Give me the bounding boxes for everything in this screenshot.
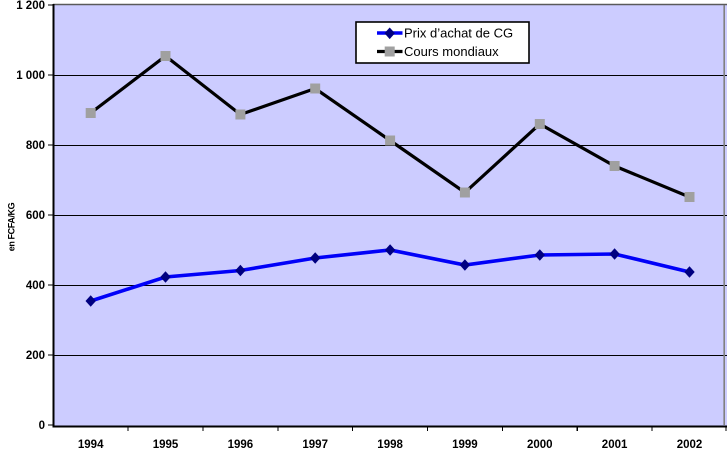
svg-text:Prix d’achat de CG: Prix d’achat de CG [404, 26, 513, 41]
svg-text:1 200: 1 200 [16, 0, 45, 12]
svg-text:2000: 2000 [527, 439, 553, 451]
svg-text:600: 600 [26, 210, 45, 222]
svg-text:Cours mondiaux: Cours mondiaux [404, 44, 499, 59]
svg-text:2001: 2001 [602, 439, 628, 451]
svg-text:1999: 1999 [452, 439, 478, 451]
svg-text:2002: 2002 [677, 439, 703, 451]
svg-text:1994: 1994 [78, 439, 104, 451]
svg-text:1995: 1995 [153, 439, 179, 451]
svg-text:0: 0 [39, 420, 45, 432]
svg-text:800: 800 [26, 140, 45, 152]
svg-text:en FCFA/KG: en FCFA/KG [7, 202, 17, 251]
svg-text:400: 400 [26, 280, 45, 292]
svg-text:1 000: 1 000 [16, 70, 45, 82]
svg-text:1998: 1998 [377, 439, 403, 451]
svg-text:1996: 1996 [228, 439, 254, 451]
svg-text:200: 200 [26, 350, 45, 362]
svg-text:1997: 1997 [302, 439, 328, 451]
